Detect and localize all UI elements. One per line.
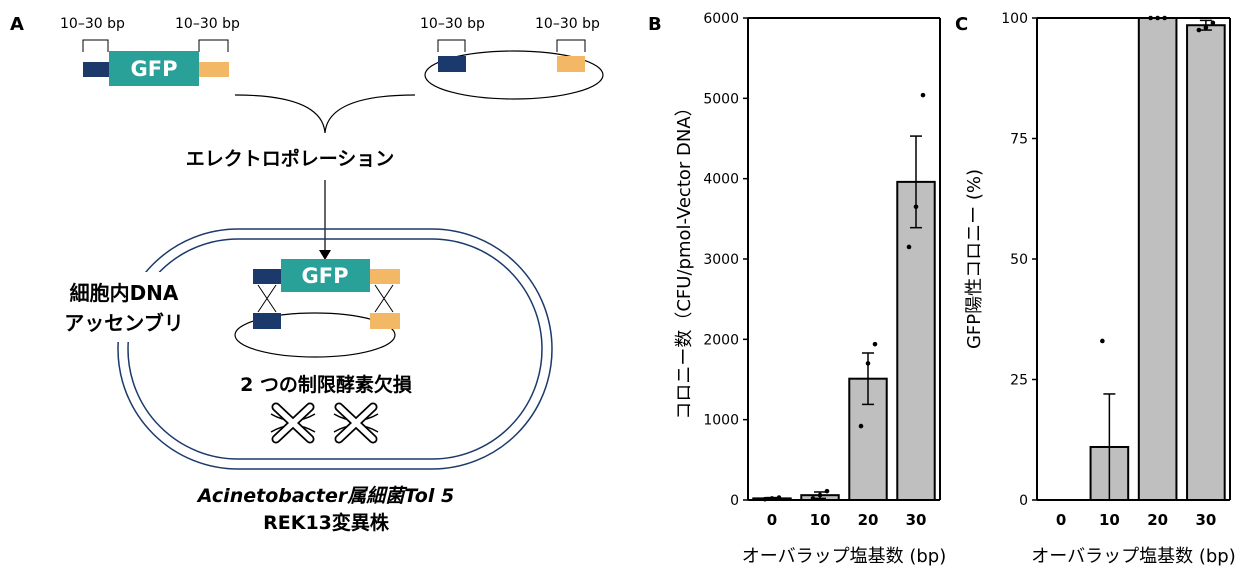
cell-left-flank-insert (253, 269, 281, 284)
data-point (920, 92, 926, 98)
bar (1137, 17, 1178, 501)
right-flank-block (199, 62, 229, 77)
vector-flank-label-left: 10–30 bp (420, 16, 485, 32)
panel-a-label: A (10, 14, 24, 35)
cell-right-flank-insert (370, 269, 400, 284)
x-tick-label: 20 (858, 511, 879, 529)
vector-bracket-left (437, 39, 466, 52)
y-tick-label: 50 (1010, 252, 1028, 268)
x-axis-label: オーバラップ塩基数 (bp) (1031, 546, 1235, 567)
vector-flank-label-right: 10–30 bp (535, 16, 600, 32)
y-tick-label: 0 (730, 493, 739, 509)
x-tick-label: 0 (767, 511, 777, 529)
assembly-label-line2: アッセンブリ (64, 311, 183, 335)
y-tick-label: 2000 (703, 332, 739, 348)
data-point (1203, 25, 1209, 30)
y-tick-label: 100 (1001, 11, 1028, 27)
panel-a: A 10–30 bp 10–30 bp GFP 10–30 bp 10–30 b… (10, 14, 604, 534)
y-tick-label: 75 (1010, 132, 1028, 148)
vector-bracket-right (556, 39, 586, 52)
linear-insert: 10–30 bp 10–30 bp GFP (60, 16, 240, 86)
cell-inner-membrane (127, 238, 543, 460)
cell-outer-membrane (117, 228, 553, 470)
data-point (824, 488, 830, 494)
merge-bracket (234, 94, 416, 134)
data-point (858, 423, 864, 429)
flank-label-left: 10–30 bp (60, 16, 125, 32)
y-tick-label: 4000 (703, 172, 739, 188)
y-axis-label: コロニー数（CFU/pmol-Vector DNA） (674, 98, 695, 419)
data-point (817, 492, 823, 498)
data-point (913, 204, 919, 210)
x-tick-label: 10 (810, 511, 831, 529)
y-tick-label: 1000 (703, 413, 739, 429)
vector-ring (424, 50, 604, 100)
cell-gfp-label: GFP (302, 264, 349, 288)
data-point (906, 244, 912, 250)
assembly-label-bg (45, 272, 205, 342)
chart-c-gfp-positive: C 0 10 20 30 0 25 50 75 100 オーバラップ塩基数 (bp) GFP陽性コロニ… (955, 11, 1236, 567)
cell-vector-ring (234, 312, 396, 358)
down-arrow-head (319, 250, 331, 260)
restriction-deletion-label: 2 つの制限酵素欠損 (240, 373, 413, 396)
data-point (1210, 20, 1216, 26)
deleted-enzyme-icon-1 (270, 402, 316, 444)
flank-label-right: 10–30 bp (175, 16, 240, 32)
bar (896, 180, 936, 501)
y-axis-label: GFP陽性コロニー (%) (964, 169, 985, 349)
y-tick-label: 5000 (703, 91, 739, 107)
crossover-left (257, 284, 277, 313)
vector-plasmid: 10–30 bp 10–30 bp (420, 16, 604, 100)
strain-label-line2: REK13変異株 (263, 511, 390, 534)
y-tick-label: 0 (1019, 493, 1028, 509)
vector-left-flank (438, 56, 466, 72)
deleted-enzyme-icon-2 (333, 402, 379, 444)
assembly-label-line1: 細胞内DNA (70, 281, 179, 305)
data-point (872, 341, 878, 347)
data-point (1100, 338, 1105, 344)
cell-gfp-block (281, 259, 370, 292)
y-tick-label: 25 (1010, 373, 1028, 389)
bracket-right (198, 39, 229, 52)
gfp-block (109, 51, 199, 86)
y-tick-label: 6000 (703, 11, 739, 27)
strain-label-line1: Acinetobacter属細菌Tol 5 (196, 485, 454, 507)
in-cell-assembly: GFP (234, 259, 400, 358)
data-point (865, 361, 871, 366)
x-tick-label: 0 (1056, 511, 1066, 529)
gfp-label: GFP (131, 57, 178, 81)
bracket-left (82, 39, 109, 52)
data-point (776, 495, 782, 500)
electroporation-label: エレクトロポレーション (186, 147, 395, 170)
crossover-right (374, 284, 394, 313)
y-tick-label: 3000 (703, 252, 739, 268)
x-axis-label: オーバラップ塩基数 (bp) (742, 546, 946, 567)
bar (1186, 24, 1226, 501)
x-tick-label: 30 (906, 511, 927, 529)
x-tick-label: 20 (1147, 511, 1168, 529)
x-tick-label: 30 (1195, 511, 1216, 529)
x-tick-label: 10 (1099, 511, 1120, 529)
panel-label: C (955, 14, 968, 35)
panel-label: B (648, 14, 662, 35)
cell-right-flank-vector (370, 313, 400, 329)
left-flank-block (83, 62, 109, 77)
cell-left-flank-vector (253, 313, 281, 329)
data-point (1196, 27, 1202, 33)
vector-right-flank (557, 56, 585, 72)
chart-b-colony-count: B 0 10 20 30 0 1000 2000 3000 4000 5000 6000 オーバラップ塩… (648, 11, 946, 567)
